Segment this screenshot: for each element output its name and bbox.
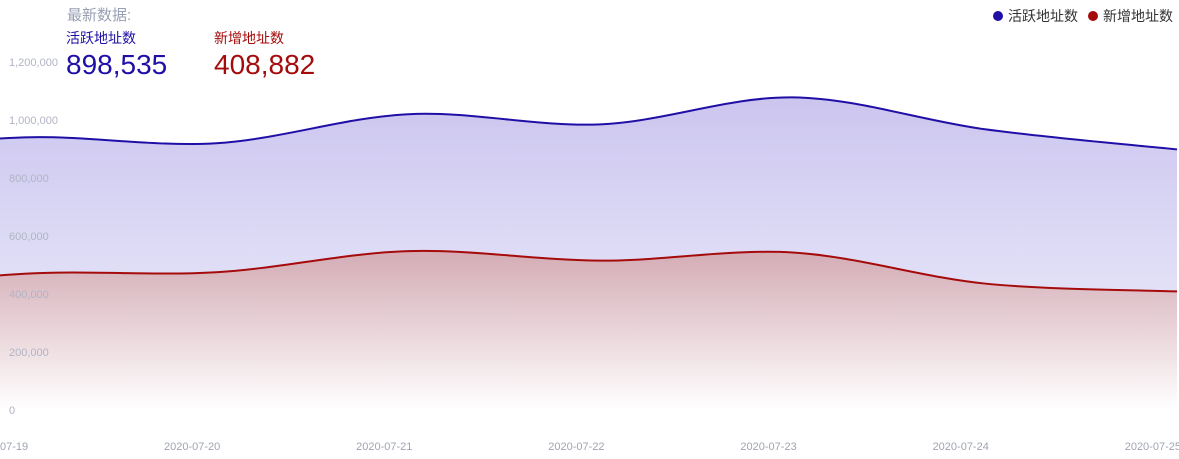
y-tick-label: 0 [9,405,15,417]
x-tick-label: 2020-07-24 [933,441,989,453]
x-tick-label: 2020-07-23 [740,441,796,453]
latest-data-title: 最新数据: [67,7,132,24]
y-tick-label: 200,000 [9,347,49,359]
new-address-label: 新增地址数 [214,30,284,46]
x-tick-label: 2020-07-22 [548,441,604,453]
active-address-value: 898,535 [66,49,168,80]
legend-label-active: 活跃地址数 [1008,8,1078,24]
chart-legend: 活跃地址数 新增地址数 [993,6,1173,26]
x-axis-ticks: 2020-07-19 2020-07-20 2020-07-21 2020-07-22… [0,441,1179,453]
new-address-value: 408,882 [214,49,316,80]
x-tick-label: 2020-07-19 [0,441,28,453]
series-line-new[interactable] [0,249,1178,294]
legend-dot-new-icon [1088,11,1098,21]
new-address-stat: 新增地址数 408,882 [214,30,315,82]
series-areas [0,97,1177,410]
x-tick-label: 2020-07-21 [356,441,412,453]
legend-dot-active-icon [993,11,1003,21]
active-address-label: 活跃地址数 [66,30,136,46]
y-tick-label: 1,200,000 [9,57,58,69]
x-tick-label: 2020-07-25 [1125,441,1179,453]
y-tick-label: 1,000,000 [9,115,58,127]
y-tick-label: 600,000 [9,231,49,243]
series-lines [0,96,1178,294]
legend-label-new: 新增地址数 [1103,8,1173,24]
y-tick-label: 400,000 [9,289,49,301]
y-axis-ticks: 0 200,000 400,000 600,000 800,000 1,000,000 1,… [9,57,58,417]
legend-item-new[interactable]: 新增地址数 [1088,6,1173,26]
area-fill-new [0,250,1177,410]
x-tick-label: 2020-07-20 [164,441,220,453]
y-tick-label: 800,000 [9,173,49,185]
legend-item-active[interactable]: 活跃地址数 [993,6,1078,26]
active-address-stat: 活跃地址数 898,535 [66,30,167,82]
series-line-active[interactable] [0,96,1178,154]
